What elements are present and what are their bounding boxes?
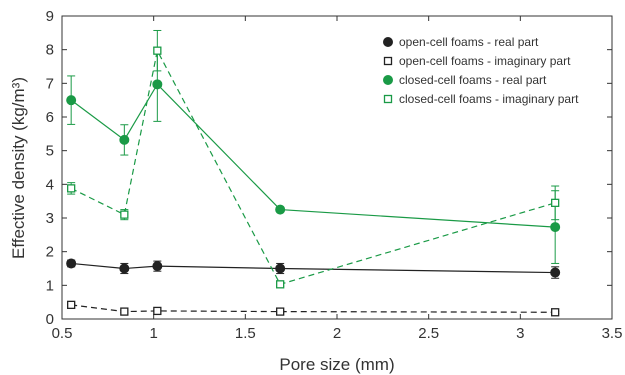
data-point xyxy=(152,79,163,90)
data-point xyxy=(67,300,76,310)
y-tick-label: 2 xyxy=(46,244,54,261)
y-tick-label: 0 xyxy=(46,311,54,328)
y-tick-label: 4 xyxy=(46,176,54,193)
data-point xyxy=(120,307,129,316)
legend-label: open-cell foams - real part xyxy=(399,35,539,49)
series-line xyxy=(71,262,556,274)
series-layer xyxy=(66,29,561,317)
x-tick-label: 2.5 xyxy=(418,325,439,342)
data-point xyxy=(275,263,286,274)
legend-marker xyxy=(383,56,393,66)
y-tick-label: 1 xyxy=(46,277,54,294)
y-axis-label: Effective density (kg/m³) xyxy=(9,77,28,259)
data-point xyxy=(551,308,560,317)
data-point xyxy=(276,307,285,316)
data-point xyxy=(275,204,286,215)
legend-label: open-cell foams - imaginary part xyxy=(399,54,571,68)
data-point xyxy=(153,306,162,316)
data-point xyxy=(153,46,162,55)
legend-marker xyxy=(383,94,393,104)
y-tick-label: 7 xyxy=(46,75,54,92)
data-point xyxy=(550,267,561,278)
x-tick-label: 1 xyxy=(149,325,157,342)
y-tick-label: 6 xyxy=(46,109,54,126)
data-point xyxy=(119,263,130,274)
data-point xyxy=(119,134,130,145)
data-point xyxy=(67,184,76,193)
legend-label: closed-cell foams - real part xyxy=(399,73,547,87)
x-tick-label: 3 xyxy=(516,325,524,342)
x-tick-label: 0.5 xyxy=(52,325,73,342)
series-2 xyxy=(66,46,561,264)
x-axis-label: Pore size (mm) xyxy=(279,355,394,374)
series-0 xyxy=(66,258,561,279)
y-tick-label: 3 xyxy=(46,210,54,227)
legend-label: closed-cell foams - imaginary part xyxy=(399,92,579,106)
y-tick-label: 9 xyxy=(46,8,54,25)
data-point xyxy=(66,95,77,106)
data-point xyxy=(276,280,285,289)
series-3 xyxy=(67,29,560,289)
ticks-layer: 0.5 1 1.5 2 2.5 3 3.5 0 1 2 3 4 5 6 7 8 9 xyxy=(46,8,623,342)
data-point xyxy=(152,261,163,272)
data-point xyxy=(66,258,77,269)
x-tick-label: 2 xyxy=(333,325,341,342)
data-point xyxy=(551,198,560,208)
data-point xyxy=(120,210,129,219)
y-tick-label: 5 xyxy=(46,143,54,160)
x-tick-label: 3.5 xyxy=(602,325,623,342)
series-1 xyxy=(67,300,560,317)
series-line xyxy=(71,304,556,313)
legend-marker xyxy=(383,75,393,85)
legend: open-cell foams - real part open-cell foa… xyxy=(383,35,579,106)
legend-marker xyxy=(383,37,393,47)
data-point xyxy=(550,222,561,233)
y-tick-label: 8 xyxy=(46,42,54,59)
x-tick-label: 1.5 xyxy=(235,325,256,342)
